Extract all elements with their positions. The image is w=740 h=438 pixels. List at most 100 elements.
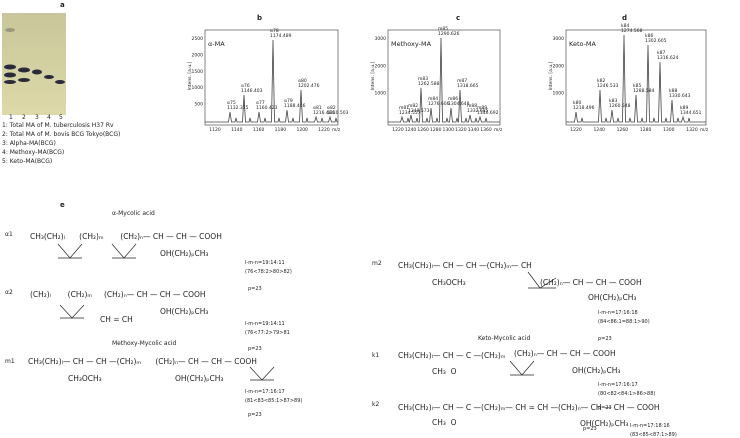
peak-mz: 1188.446 [284,103,306,109]
y-tick-label: 3000 [375,36,387,42]
peak-name: k89 [680,105,688,111]
x-tick-label: 1320 [686,127,698,133]
panel-label: a [60,1,65,9]
lane-label: 2 [22,114,26,121]
x-tick-label: 1220 [392,127,404,133]
panel-label: c [456,14,460,22]
x-tick-label: 1280 [430,127,442,133]
peak-name: m89 [477,105,487,111]
structure: α2 (CH₂)ₗ (CH₂)ₘ (CH₂)ₙ— CH — CH — COOH CH… [5,289,290,352]
peak-name: m85 [438,26,448,32]
legend-item: 5: Keto-MA(BCG) [2,158,52,165]
x-tick-label: 1320 [455,127,467,133]
y-tick-label: 1000 [553,91,565,97]
x-axis-title: m/z [494,127,503,133]
plot-frame [387,29,501,126]
structure: m1 CH₃(CH₂)ₗ— CH — CH —(CH₂)ₘ (CH₂)ₙ— CH … [5,357,302,418]
peak-name: k87 [657,50,665,56]
peak-name: α79 [284,98,293,104]
structure-id: m1 [5,358,15,365]
chain-ratio: l-m-n=17:16:17 [598,382,638,388]
formula: CH₃(CH₂)ₗ (CH₂)ₘ (CH₂)ₙ— CH — CH — COOH [30,232,222,241]
peak-mz: 1202.476 [298,83,320,89]
homolog-distribution: (76<77:2>79>81 [245,330,290,336]
peak-mz: 1174.489 [270,33,292,39]
y-tick-label: 3000 [553,36,565,42]
homolog-distribution: (84<86:1=88:1>90) [598,319,650,325]
peak-mz: 1290.626 [438,31,460,37]
chain-ratio: l-m-n=17:18:16 [630,423,670,429]
spectrum-title: Methoxy-MA [391,40,432,48]
peak-mz: 1344.651 [680,110,702,116]
y-tick-label: 2000 [553,63,565,69]
legend-item: 2: Total MA of M. bovis BCG Tokyo(BCG) [2,131,120,138]
peak-mz: 1330.643 [669,93,691,99]
peak-name: α81 [313,105,322,111]
substituent: CH₃OCH₃ [68,374,102,383]
y-tick-label: 1500 [192,69,204,75]
peak-mz: 1248.573 [408,108,430,114]
structure-id: m2 [372,260,382,267]
spectrum-title: Keto-MA [569,40,597,48]
peak-name: α75 [227,100,236,106]
tlc-plate [2,13,66,115]
substituent: CH₃OCH₃ [432,278,466,287]
spectra: b α-MA Intens. [a.u.] 500 1000 1500 2000 2500 11… [187,14,709,133]
structure-id: α2 [5,289,13,296]
y-axis-title: Intens. [a.u.] [187,61,193,90]
lane-label: 1 [9,114,13,121]
panel-label: e [60,201,65,209]
tlc-spots [4,28,65,84]
y-tick-label: 1000 [192,85,204,91]
peak-name: k80 [573,100,581,106]
substituent: CH₃ O [432,418,457,427]
structure-id: k1 [372,352,379,359]
panel-label: b [257,14,262,22]
x-tick-label: 1180 [275,127,287,133]
x-tick-label: 1340 [468,127,480,133]
spectrum-trace [205,39,338,123]
peak-mz: 1246.533 [597,83,619,89]
peak-mz: 1318.665 [457,83,479,89]
peak-name: m82 [408,103,418,109]
homolog-distribution: (80<82<84:1>86>88) [598,391,655,397]
x-axis-title: m/z [332,127,341,133]
x-tick-label: 1240 [405,127,417,133]
formula: CH₃(CH₂)ₗ— CH — CH —(CH₂)ₘ— CH [398,261,532,270]
chain-ratio: l-m-n=17:16:18 [598,310,638,316]
formula: CH₃(CH₂)ₗ— CH — C —(CH₂)ₘ— CH = CH —(CH₂… [398,403,660,412]
side-chain: OH(CH₂)ₚCH₃ [160,249,208,258]
peak-mz: 1276.606 [428,101,450,107]
y-tick-label: 2500 [192,36,204,42]
lane-labels: 1 2 3 4 5 [9,114,63,121]
peak-mz: 1274.568 [621,28,643,34]
peak-name: k83 [609,98,617,104]
p-value: p=23 [248,286,262,292]
peak-mz: 1304.648 [448,101,470,107]
x-tick-label: 1120 [209,127,221,133]
x-tick-label: 1360 [480,127,492,133]
x-tick-label: 1280 [640,127,652,133]
peak-name: m81 [399,105,409,111]
side-chain: OH(CH₂)ₚCH₃ [160,307,208,316]
legend-item: 4: Methoxy-MA(BCG) [2,149,64,156]
chain-ratio: l-m-n=19:14:11 [245,260,285,266]
section-title: α-Mycolic acid [112,210,155,217]
homolog-distribution: (76<78:2>80>82) [245,269,292,275]
peak-name: α82 [327,105,336,111]
x-tick-label: 1300 [443,127,455,133]
cyclopropane-rings [57,243,557,381]
x-tick-label: 1240 [593,127,605,133]
p-value: p=23 [248,412,262,418]
homolog-distribution: (83<85<87:1>89) [630,432,677,438]
peak-name: k85 [633,83,641,89]
peak-mz: 1230.503 [327,110,349,116]
structure: m2 CH₃(CH₂)ₗ— CH — CH —(CH₂)ₘ— CH (CH₂)ₙ— … [372,260,650,342]
x-tick-label: 1220 [570,127,582,133]
homolog-distribution: (81<83<85:1>87>89) [245,398,302,404]
chain-ratio: l-m-n=19:14:11 [245,321,285,327]
spectrum-trace [566,34,706,123]
peak-mz: 1132.375 [227,105,249,111]
